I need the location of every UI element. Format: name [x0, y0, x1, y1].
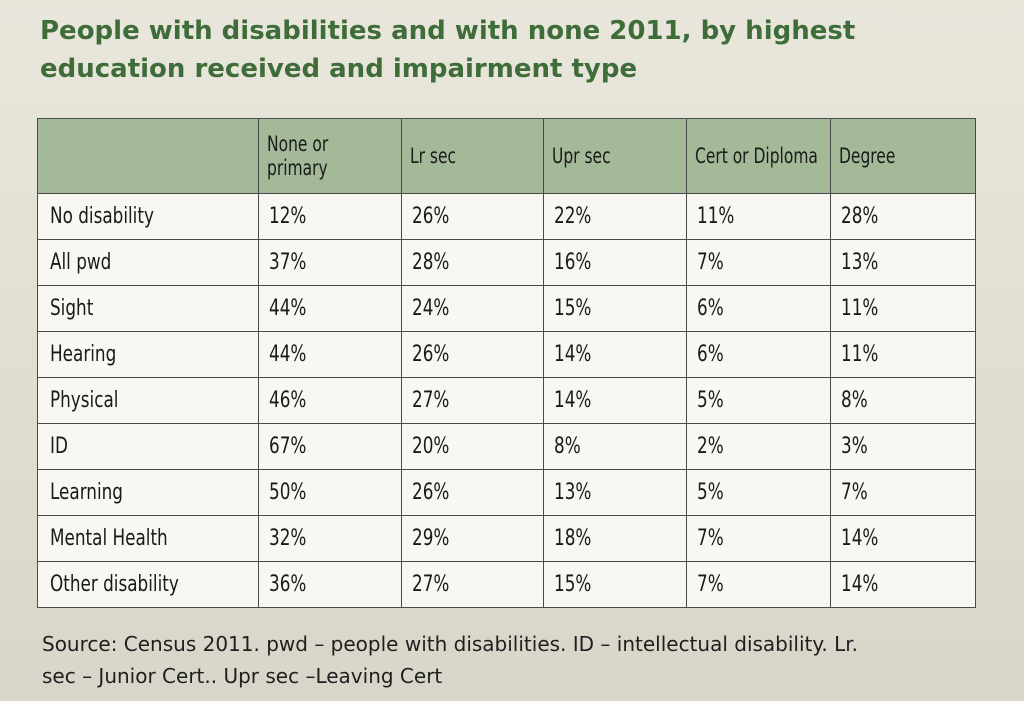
source-note: Source: Census 2011. pwd – people with d… — [42, 628, 1002, 692]
table-cell: 2% — [686, 423, 831, 470]
table-row: Physical 46% 27% 14% 5% 8% — [37, 377, 976, 424]
table-row: All pwd 37% 28% 16% 7% 13% — [37, 239, 976, 286]
table-cell: 26% — [401, 193, 544, 240]
table-cell: 14% — [830, 515, 976, 562]
table-cell: 13% — [543, 469, 687, 516]
row-label: Sight — [37, 285, 259, 332]
table-cell: 46% — [258, 377, 402, 424]
table-cell: 50% — [258, 469, 402, 516]
table-cell: 44% — [258, 331, 402, 378]
row-label: Other disability — [37, 561, 259, 608]
title-line-2: education received and impairment type — [40, 54, 638, 84]
table-cell: 8% — [543, 423, 687, 470]
header-degree: Degree — [830, 118, 976, 194]
table-row: ID 67% 20% 8% 2% 3% — [37, 423, 976, 470]
table-cell: 5% — [686, 469, 831, 516]
table-cell: 14% — [543, 377, 687, 424]
table-cell: 29% — [401, 515, 544, 562]
table-cell: 6% — [686, 285, 831, 332]
table-cell: 28% — [401, 239, 544, 286]
row-label: Mental Health — [37, 515, 259, 562]
table-cell: 11% — [830, 331, 976, 378]
header-row: None or primary Lr sec Upr sec Cert or D… — [37, 118, 976, 194]
table-cell: 22% — [543, 193, 687, 240]
table-cell: 8% — [830, 377, 976, 424]
table-cell: 26% — [401, 331, 544, 378]
table-row: No disability 12% 26% 22% 11% 28% — [37, 193, 976, 240]
page-title: People with disabilities and with none 2… — [40, 12, 940, 88]
table-row: Mental Health 32% 29% 18% 7% 14% — [37, 515, 976, 562]
table-cell: 20% — [401, 423, 544, 470]
table-cell: 13% — [830, 239, 976, 286]
table-row: Other disability 36% 27% 15% 7% 14% — [37, 561, 976, 608]
source-line-2: sec – Junior Cert.. Upr sec –Leaving Cer… — [42, 664, 443, 688]
row-label: All pwd — [37, 239, 259, 286]
table-cell: 15% — [543, 561, 687, 608]
header-cert-or-diploma: Cert or Diploma — [686, 118, 831, 194]
header-none-or-primary: None or primary — [258, 118, 402, 194]
table-cell: 16% — [543, 239, 687, 286]
table-cell: 7% — [830, 469, 976, 516]
table-row: Hearing 44% 26% 14% 6% 11% — [37, 331, 976, 378]
source-line-1: Source: Census 2011. pwd – people with d… — [42, 632, 858, 656]
table-cell: 6% — [686, 331, 831, 378]
table-cell: 5% — [686, 377, 831, 424]
table-cell: 27% — [401, 561, 544, 608]
table-cell: 26% — [401, 469, 544, 516]
table-cell: 14% — [543, 331, 687, 378]
table-cell: 28% — [830, 193, 976, 240]
table-cell: 32% — [258, 515, 402, 562]
table-cell: 15% — [543, 285, 687, 332]
row-label: Hearing — [37, 331, 259, 378]
table-cell: 37% — [258, 239, 402, 286]
table-cell: 36% — [258, 561, 402, 608]
table-row: Learning 50% 26% 13% 5% 7% — [37, 469, 976, 516]
header-lr-sec: Lr sec — [401, 118, 544, 194]
header-upr-sec: Upr sec — [543, 118, 687, 194]
table-row: Sight 44% 24% 15% 6% 11% — [37, 285, 976, 332]
table-cell: 7% — [686, 239, 831, 286]
table-cell: 44% — [258, 285, 402, 332]
title-line-1: People with disabilities and with none 2… — [40, 16, 856, 46]
table-cell: 11% — [830, 285, 976, 332]
row-label: Learning — [37, 469, 259, 516]
table-cell: 18% — [543, 515, 687, 562]
table-cell: 11% — [686, 193, 831, 240]
table-cell: 67% — [258, 423, 402, 470]
row-label: No disability — [37, 193, 259, 240]
row-label: Physical — [37, 377, 259, 424]
row-label: ID — [37, 423, 259, 470]
header-corner — [37, 118, 259, 194]
table-cell: 14% — [830, 561, 976, 608]
table-cell: 7% — [686, 515, 831, 562]
education-table: None or primary Lr sec Upr sec Cert or D… — [37, 118, 976, 608]
table-cell: 12% — [258, 193, 402, 240]
table-cell: 3% — [830, 423, 976, 470]
table-cell: 7% — [686, 561, 831, 608]
table-cell: 27% — [401, 377, 544, 424]
table-cell: 24% — [401, 285, 544, 332]
